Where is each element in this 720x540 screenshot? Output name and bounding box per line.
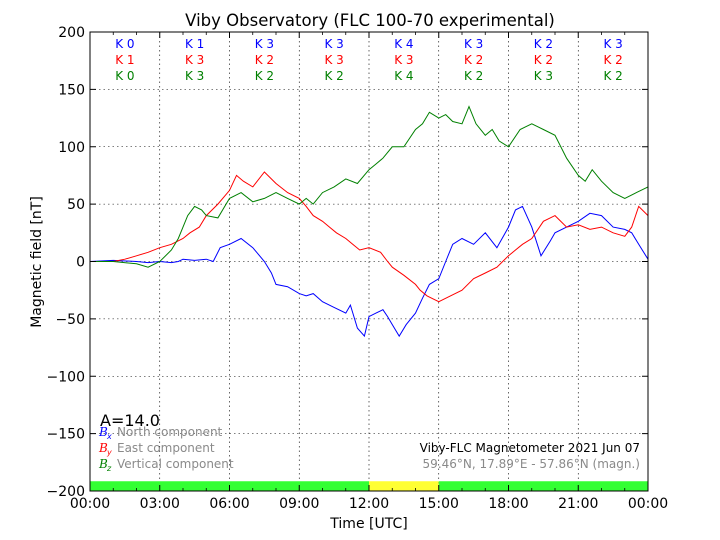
k-index-value: K 3 [324,53,343,67]
y-tick-label: −200 [47,484,85,500]
k-index-value: K 2 [534,53,553,67]
k-index-value: K 2 [603,69,622,83]
legend-symbol: B [98,441,108,455]
x-tick-label: 00:00 [628,496,668,512]
a-index-label: A=14.0 [100,411,160,430]
k-index-value: K 3 [394,53,413,67]
k-index-value: K 3 [534,69,553,83]
x-tick-label: 09:00 [279,496,319,512]
k-index-value: K 3 [255,37,274,51]
legend-label: North component [117,425,223,439]
y-tick-label: 150 [58,82,85,98]
x-axis: 00:00 03:00 06:00 09:00 12:00 15:00 18:00 21:00… [70,32,668,512]
coordinates-info: 59.46°N, 17.89°E - 57.86°N (magn.) [423,457,640,471]
k-index-value: K 1 [185,37,204,51]
legend-symbol-subscript: x [106,432,112,441]
station-info: Viby-FLC Magnetometer 2021 Jun 07 [420,441,640,455]
grid-lines [90,32,648,491]
y-tick-label: −50 [55,312,85,328]
series-line-vertical-component [90,105,649,268]
k-index-value: K 2 [534,37,553,51]
k-index-value: K 1 [115,53,134,67]
legend-symbol: B [98,457,108,471]
k-index-value: K 2 [324,69,343,83]
x-tick-label: 21:00 [558,496,598,512]
x-tick-label: 06:00 [209,496,249,512]
status-bar-segment [438,481,648,491]
y-tick-label: 100 [58,140,85,156]
legend-label: Vertical component [117,457,234,471]
legend-symbol-subscript: z [106,464,112,473]
y-tick-label: 200 [58,25,85,41]
k-index-value: K 0 [115,37,134,51]
k-index-value: K 3 [464,37,483,51]
k-index-value: K 4 [394,69,413,83]
x-tick-label: 12:00 [349,496,389,512]
legend-symbol-subscript: y [106,448,112,457]
x-tick-label: 03:00 [140,496,180,512]
k-index-value: K 3 [185,53,204,67]
y-tick-label: −100 [47,369,85,385]
y-tick-label: 0 [76,255,85,271]
k-index-value: K 3 [185,69,204,83]
k-index-value: K 2 [603,53,622,67]
y-axis-label: Magnetic field [nT] [29,196,45,328]
k-index-value: K 2 [464,69,483,83]
y-axis: −200 −150 −100 −50 0 50 100 150 200 [47,25,648,500]
k-index-value: K 0 [115,69,134,83]
legend-label: East component [117,441,215,455]
x-axis-label: Time [UTC] [329,516,407,532]
y-tick-label: 50 [67,197,85,213]
legend-symbol: B [98,425,108,439]
k-index-value: K 2 [255,53,274,67]
status-bar-segment [369,481,439,491]
k-index-value: K 3 [603,37,622,51]
k-index-value: K 4 [394,37,413,51]
k-index-value: K 2 [464,53,483,67]
chart-title: Viby Observatory (FLC 100-70 experimenta… [185,11,555,30]
k-index-value: K 3 [324,37,343,51]
series-line-east-component [90,171,649,303]
k-index-value: K 2 [255,69,274,83]
x-tick-label: 15:00 [419,496,459,512]
k-index-table: K 0 K 1 K 3 K 3 K 4 K 3 K 2 K 3 K 1 K 3 K 2 K 3 K 3 K… [115,37,623,83]
x-tick-label: 00:00 [70,496,110,512]
y-tick-label: −150 [47,427,85,443]
x-tick-label: 18:00 [488,496,528,512]
series-line-north-component [89,205,649,338]
